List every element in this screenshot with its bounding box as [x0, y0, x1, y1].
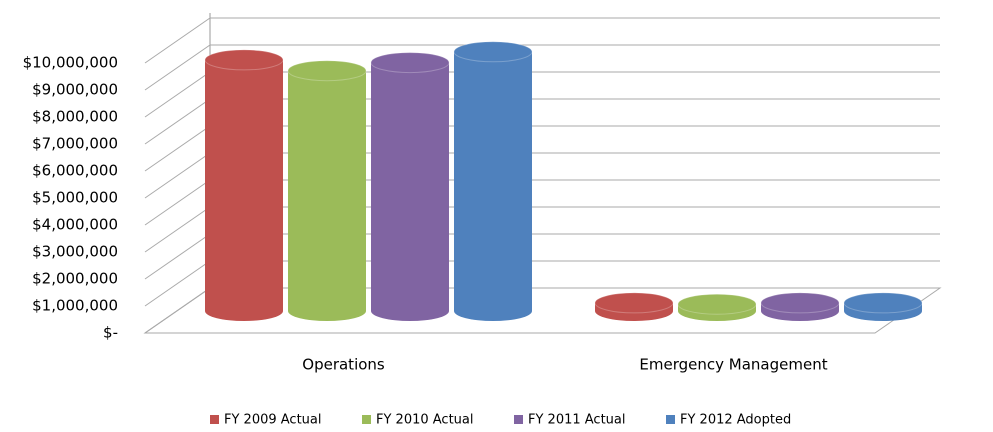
cylinder [204, 49, 284, 322]
legend-label: FY 2012 Adopted [680, 413, 791, 428]
legend-swatch [210, 415, 219, 424]
legend-label: FY 2010 Actual [376, 413, 474, 428]
legend-label: FY 2009 Actual [224, 413, 322, 428]
cylinder [677, 293, 757, 321]
cylinder [287, 60, 367, 321]
grid-line [144, 17, 940, 64]
cylinder [370, 52, 450, 321]
y-tick-label: $4,000,000 [32, 216, 118, 234]
legend-swatch [362, 415, 371, 424]
y-tick-label: $10,000,000 [23, 54, 118, 72]
cylinder-top [677, 293, 757, 315]
back-wall-edge [144, 13, 211, 334]
legend-swatch [666, 415, 675, 424]
cylinder [594, 292, 674, 321]
cylinder [760, 292, 840, 321]
cylinder-top [594, 292, 674, 314]
x-tick-label: Emergency Management [639, 356, 827, 374]
cylinder-top [453, 41, 533, 63]
y-tick-label: $8,000,000 [32, 108, 118, 126]
cylinder-body [205, 59, 283, 322]
cylinder-body [454, 51, 532, 322]
y-tick-label: $3,000,000 [32, 243, 118, 261]
grid-line [144, 44, 940, 91]
cylinder [843, 292, 923, 321]
y-tick-label: $7,000,000 [32, 135, 118, 153]
cylinder-body [371, 62, 449, 321]
x-tick-label: Operations [302, 356, 385, 374]
y-tick-label: $9,000,000 [32, 81, 118, 99]
cylinder-body [288, 70, 366, 321]
cylinder-top [843, 292, 923, 314]
legend-swatch [514, 415, 523, 424]
cylinder-top [760, 292, 840, 314]
cylinder-top [370, 52, 450, 74]
y-tick-label: $6,000,000 [32, 162, 118, 180]
y-tick-label: $5,000,000 [32, 189, 118, 207]
cylinder-top [204, 49, 284, 71]
cylinder [453, 41, 533, 322]
cylinder-top [287, 60, 367, 82]
y-tick-label: $1,000,000 [32, 297, 118, 315]
legend-label: FY 2011 Actual [528, 413, 626, 428]
y-tick-label: $- [103, 324, 118, 342]
y-tick-label: $2,000,000 [32, 270, 118, 288]
